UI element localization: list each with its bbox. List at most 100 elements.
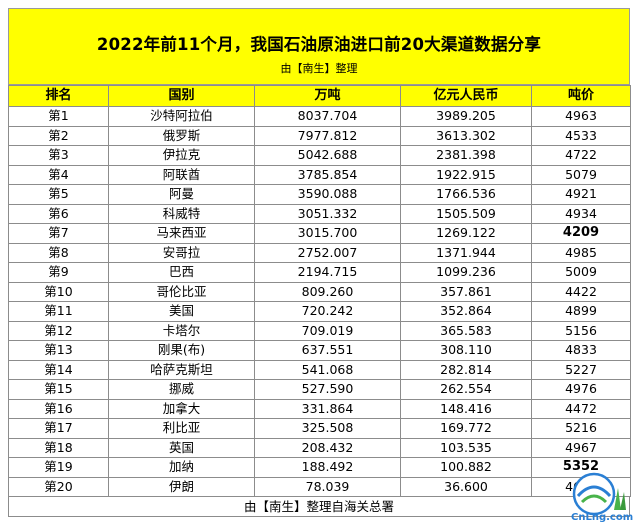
table-row: 第6 科威特 3051.332 1505.509 4934 — [8, 203, 631, 224]
tons-cell: 188.492 — [254, 457, 401, 478]
tons-cell: 8037.704 — [254, 106, 401, 127]
rmb-cell: 308.110 — [400, 340, 532, 361]
country-cell: 刚果(布) — [108, 340, 255, 361]
table-row: 第5 阿曼 3590.088 1766.536 4921 — [8, 184, 631, 205]
rmb-cell: 1766.536 — [400, 184, 532, 205]
price-cell: 4899 — [531, 301, 631, 322]
rmb-cell: 1371.944 — [400, 242, 532, 263]
country-cell: 俄罗斯 — [108, 125, 255, 146]
tons-cell: 709.019 — [254, 320, 401, 341]
rank-cell: 第20 — [8, 476, 109, 497]
page-title: 2022年前11个月，我国石油原油进口前20大渠道数据分享 — [96, 35, 542, 54]
price-cell: 4963 — [531, 106, 631, 127]
rmb-cell: 1269.122 — [400, 223, 532, 244]
rank-cell: 第5 — [8, 184, 109, 205]
tons-cell: 78.039 — [254, 476, 401, 497]
country-cell: 加拿大 — [108, 398, 255, 419]
rmb-cell: 3613.302 — [400, 125, 532, 146]
rank-cell: 第4 — [8, 164, 109, 185]
tons-cell: 2194.715 — [254, 262, 401, 283]
price-cell: 5009 — [531, 262, 631, 283]
country-cell: 科威特 — [108, 203, 255, 224]
rmb-cell: 100.882 — [400, 457, 532, 478]
tons-cell: 541.068 — [254, 359, 401, 380]
price-cell: 4422 — [531, 281, 631, 302]
data-table: 排名 国别 万吨 亿元人民币 吨价 第1 沙特阿拉伯 8037.704 3989.20… — [8, 85, 631, 497]
country-cell: 利比亚 — [108, 418, 255, 439]
table-row: 第7 马来西亚 3015.700 1269.122 4209 — [8, 223, 631, 244]
table-row: 第15 挪威 527.590 262.554 4976 — [8, 379, 631, 400]
rmb-cell: 1505.509 — [400, 203, 532, 224]
rank-cell: 第14 — [8, 359, 109, 380]
country-cell: 英国 — [108, 437, 255, 458]
rmb-cell: 3989.205 — [400, 106, 532, 127]
country-cell: 伊拉克 — [108, 145, 255, 166]
table-row: 第18 英国 208.432 103.535 4967 — [8, 437, 631, 458]
rmb-cell: 282.814 — [400, 359, 532, 380]
rank-cell: 第6 — [8, 203, 109, 224]
price-cell: 4209 — [531, 223, 631, 244]
col-header-rank: 排名 — [8, 85, 109, 107]
country-cell: 卡塔尔 — [108, 320, 255, 341]
country-cell: 沙特阿拉伯 — [108, 106, 255, 127]
rmb-cell: 103.535 — [400, 437, 532, 458]
rank-cell: 第19 — [8, 457, 109, 478]
price-cell: 4472 — [531, 398, 631, 419]
col-header-rmb: 亿元人民币 — [400, 85, 532, 107]
col-header-price: 吨价 — [531, 85, 631, 107]
table-row: 第13 刚果(布) 637.551 308.110 4833 — [8, 340, 631, 361]
tons-cell: 5042.688 — [254, 145, 401, 166]
table-row: 第10 哥伦比亚 809.260 357.861 4422 — [8, 281, 631, 302]
rmb-cell: 1922.915 — [400, 164, 532, 185]
tons-cell: 208.432 — [254, 437, 401, 458]
price-cell: 4934 — [531, 203, 631, 224]
tons-cell: 809.260 — [254, 281, 401, 302]
table-row: 第17 利比亚 325.508 169.772 5216 — [8, 418, 631, 439]
price-cell: 4533 — [531, 125, 631, 146]
price-cell: 4722 — [531, 145, 631, 166]
price-cell: 4921 — [531, 184, 631, 205]
table-row: 第4 阿联酋 3785.854 1922.915 5079 — [8, 164, 631, 185]
rmb-cell: 2381.398 — [400, 145, 532, 166]
rmb-cell: 352.864 — [400, 301, 532, 322]
rank-cell: 第9 — [8, 262, 109, 283]
price-cell: 4833 — [531, 340, 631, 361]
page-subtitle: 由【南生】整理 — [280, 62, 358, 75]
table-row: 第11 美国 720.242 352.864 4899 — [8, 301, 631, 322]
tons-cell: 720.242 — [254, 301, 401, 322]
tons-cell: 2752.007 — [254, 242, 401, 263]
table-body: 第1 沙特阿拉伯 8037.704 3989.205 4963 第2 俄罗斯 7977.812… — [8, 106, 631, 497]
tons-cell: 3051.332 — [254, 203, 401, 224]
country-cell: 哈萨克斯坦 — [108, 359, 255, 380]
table-row: 第1 沙特阿拉伯 8037.704 3989.205 4963 — [8, 106, 631, 127]
rmb-cell: 365.583 — [400, 320, 532, 341]
country-cell: 阿曼 — [108, 184, 255, 205]
country-cell: 哥伦比亚 — [108, 281, 255, 302]
country-cell: 伊朗 — [108, 476, 255, 497]
rank-cell: 第17 — [8, 418, 109, 439]
table-row: 第3 伊拉克 5042.688 2381.398 4722 — [8, 145, 631, 166]
rank-cell: 第16 — [8, 398, 109, 419]
country-cell: 安哥拉 — [108, 242, 255, 263]
price-cell: 5216 — [531, 418, 631, 439]
price-cell: 4967 — [531, 437, 631, 458]
tons-cell: 325.508 — [254, 418, 401, 439]
rank-cell: 第2 — [8, 125, 109, 146]
rank-cell: 第18 — [8, 437, 109, 458]
country-cell: 加纳 — [108, 457, 255, 478]
tons-cell: 3785.854 — [254, 164, 401, 185]
price-cell: 5079 — [531, 164, 631, 185]
table-row: 第16 加拿大 331.864 148.416 4472 — [8, 398, 631, 419]
rank-cell: 第15 — [8, 379, 109, 400]
price-cell: 5156 — [531, 320, 631, 341]
table-row: 第14 哈萨克斯坦 541.068 282.814 5227 — [8, 359, 631, 380]
rank-cell: 第7 — [8, 223, 109, 244]
country-cell: 挪威 — [108, 379, 255, 400]
tons-cell: 637.551 — [254, 340, 401, 361]
rmb-cell: 357.861 — [400, 281, 532, 302]
rmb-cell: 169.772 — [400, 418, 532, 439]
tons-cell: 3590.088 — [254, 184, 401, 205]
rank-cell: 第10 — [8, 281, 109, 302]
header-row: 排名 国别 万吨 亿元人民币 吨价 — [8, 85, 631, 107]
rank-cell: 第13 — [8, 340, 109, 361]
